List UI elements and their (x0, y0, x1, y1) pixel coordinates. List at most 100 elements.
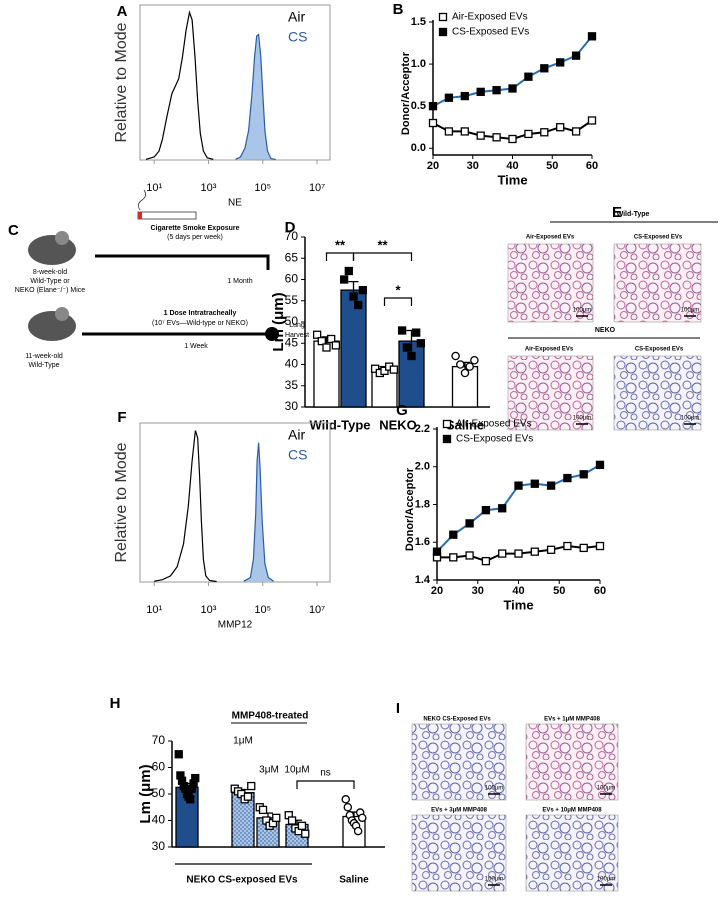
legend-marker (438, 27, 448, 37)
significance-bracket (352, 252, 413, 261)
micrograph (411, 723, 507, 801)
point (191, 773, 200, 783)
group-label: MMP408-treated (232, 711, 309, 722)
y-tick-label: 60 (152, 760, 166, 774)
panel-label: F (117, 409, 126, 426)
x-tick-label: NEKO (379, 417, 417, 432)
line (436, 464, 601, 553)
panel-label: H (110, 695, 121, 712)
point (530, 547, 539, 556)
point (571, 51, 581, 60)
point (412, 328, 421, 337)
legend-label: CS (288, 29, 307, 45)
dose-title: 1 Dose Intratracheally (164, 310, 237, 317)
x-axis-label: MMP12 (218, 620, 253, 631)
point (449, 553, 458, 562)
y-tick-label: 50 (152, 786, 166, 800)
point (343, 803, 353, 812)
point (428, 102, 438, 111)
y-axis-label: Donor/Acceptor (404, 467, 416, 551)
x-tick-label: 40 (506, 160, 518, 172)
density-curve (145, 10, 214, 160)
significance-bracket (296, 780, 355, 789)
cigarette-icon (137, 211, 197, 220)
point (571, 127, 581, 136)
legend-label: CS-Exposed EVs (456, 434, 533, 445)
point (492, 133, 501, 142)
point (595, 460, 605, 470)
y-tick-label: 50 (285, 314, 299, 328)
point (272, 813, 281, 822)
point (174, 750, 183, 759)
mouse-label: NEKO (Elane⁻/⁻) Mice (15, 287, 86, 294)
panel-label: I (396, 700, 400, 717)
x-tick-label: 50 (546, 160, 558, 172)
x-axis-label: NE (228, 198, 242, 209)
point (186, 795, 195, 804)
y-axis-label: Donor/Acceptor (400, 51, 412, 135)
y-tick-label: 35 (285, 378, 299, 392)
y-tick-label: 1.6 (415, 536, 430, 548)
point (460, 368, 470, 378)
point (465, 519, 474, 528)
point (530, 479, 539, 488)
point (407, 351, 416, 361)
scale-label: 100μm (485, 786, 503, 792)
y-axis-label: Lm (μm) (270, 292, 287, 351)
mouse-ear (55, 307, 69, 321)
point (514, 481, 523, 490)
image-title: CS-Exposed EVs (635, 347, 684, 353)
significance-label: ns (320, 768, 331, 779)
mouse-label: Wild-Type (28, 362, 59, 369)
point (344, 266, 353, 276)
x-tick-label: 10¹ (146, 604, 162, 616)
x-tick-label: Wild-Type (309, 417, 370, 432)
x-tick-label: 10³ (201, 182, 217, 194)
endpoint-label: Lung (289, 322, 305, 329)
point (556, 123, 565, 132)
y-tick-label: 40 (152, 813, 166, 827)
y-tick-label: 40 (285, 357, 299, 371)
legend-marker (438, 12, 448, 22)
point (563, 473, 572, 483)
scale-label: 100μm (573, 308, 591, 314)
x-tick-label: Saline (446, 417, 484, 432)
point (357, 813, 367, 823)
category-label: Saline (339, 875, 369, 886)
mouse-ear (55, 231, 69, 245)
x-tick-label: 10³ (201, 604, 217, 616)
y-tick-label: 0.5 (411, 100, 426, 112)
point (524, 72, 533, 81)
x-tick-label: 10⁵ (254, 182, 271, 194)
micrograph (411, 814, 507, 892)
point (416, 339, 426, 348)
panel-label: B (393, 1, 404, 18)
image-title: EVs + 1μM MMP408 (544, 717, 601, 723)
significance-label: * (395, 282, 401, 297)
micrograph (613, 355, 702, 431)
point (508, 134, 517, 144)
exposure-note: (5 days per week) (167, 234, 223, 241)
diagram: C Cigarette Smoke Exposure (5 days per w… (8, 189, 309, 369)
point (327, 334, 336, 344)
point (540, 64, 549, 73)
x-tick-label: 20 (431, 585, 443, 597)
panel-label: G (396, 402, 408, 419)
duration: 1 Week (184, 343, 208, 350)
legend-label: Air (288, 427, 305, 443)
point (546, 545, 556, 554)
micrograph (525, 814, 619, 892)
group-title: Wild-Type (617, 211, 650, 218)
point (317, 336, 326, 346)
scale-label: 100μm (573, 416, 591, 422)
point (397, 326, 407, 335)
line (432, 35, 593, 108)
point (508, 84, 517, 93)
legend-label: Air-Exposed EVs (452, 12, 528, 23)
x-tick-label: 50 (553, 585, 565, 597)
scale-label: 100μm (597, 786, 615, 792)
x-tick-label: 30 (472, 585, 484, 597)
point (492, 86, 501, 95)
point (595, 541, 605, 551)
